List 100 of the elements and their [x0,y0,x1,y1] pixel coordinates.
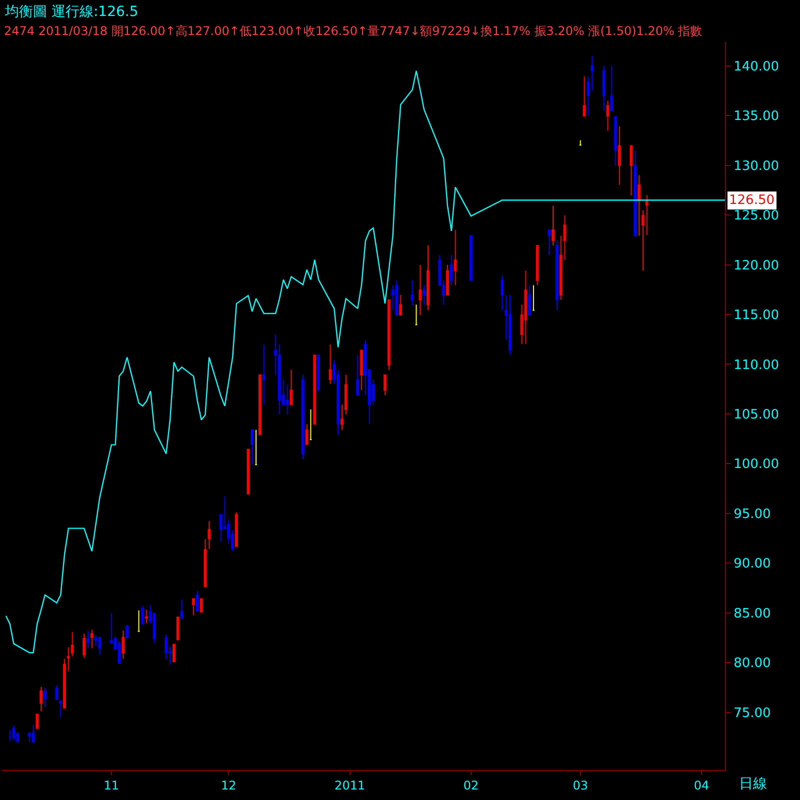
candlestick [614,116,618,166]
candlestick [262,344,266,406]
candlestick [414,304,418,326]
candlestick [176,616,180,642]
candlestick [500,275,504,311]
candlestick [645,194,648,236]
candlestick [606,100,610,132]
candlestick [578,140,582,146]
y-tick-label: 85.00 [734,606,771,622]
candlestick [204,538,207,588]
y-tick-label: 80.00 [734,656,771,672]
y-tick-label: 130.00 [734,158,780,174]
candlestick [328,344,332,384]
x-tick-label: 11 [104,778,120,792]
candlestick [446,264,449,296]
candlestick [196,590,199,612]
candlestick [528,284,532,316]
candlestick [641,210,644,272]
candlestick [450,254,453,286]
y-tick-label: 140.00 [734,59,780,74]
candlestick [59,700,62,718]
candlestick [40,686,43,712]
candlestick [563,214,566,260]
candlestick [172,644,176,662]
candlestick [630,145,633,196]
candlestick [32,724,35,743]
candlestick [426,244,430,311]
x-tick-label: 03 [572,778,588,792]
line-series [5,70,725,654]
candlestick [548,229,551,256]
y-tick-label: 135.00 [734,109,780,124]
candlestick [532,284,535,311]
candlestick [418,264,422,316]
candlestick [12,724,16,741]
candlestick [610,65,614,112]
candlestick [70,632,74,657]
candlestick [63,658,66,709]
y-tick-label: 95.00 [734,506,771,522]
candlestick [145,609,148,624]
candlestick [305,424,308,445]
candlestick [317,354,320,391]
candlestick [508,294,512,356]
candlestick [301,374,304,460]
y-tick-label: 125.00 [734,208,780,224]
candlestick [454,229,457,286]
candlestick [98,637,102,656]
candlestick [602,65,606,112]
candlestick [634,150,637,236]
candlestick [141,605,144,624]
candlestick [638,174,640,236]
y-tick-label: 90.00 [734,556,771,572]
candlestick [122,630,125,660]
x-tick-label: 02 [463,778,479,792]
candlestick [422,284,426,306]
chart-title: 均衡圖 運行線:126.5 [4,4,138,20]
candlestick [180,599,184,619]
y-tick-label: 105.00 [734,408,780,423]
candlestick [618,126,621,186]
candlestick [290,369,293,406]
candlestick [313,354,316,425]
candlestick [235,512,238,547]
candlestick [536,244,539,286]
candlestick [137,610,140,632]
candlestick [586,76,590,116]
candlestick [387,299,390,370]
candlestick [344,374,348,415]
candlestick [559,235,562,300]
x-tick-label: 12 [221,778,236,792]
candlestick [309,408,312,440]
candlestick [360,350,363,391]
candlestick [126,624,129,640]
y-tick-label: 120.00 [734,258,780,274]
candlestick [254,429,258,466]
candlestick [384,374,386,396]
candlestick [82,633,86,658]
candlestick [356,354,360,396]
text: 日線 [739,776,767,792]
chart-subtitle: 2474 2011/03/18 開126.00↑高127.00↑低123.00↑收126.50↑量7747↓額97229↓換1.17% 振3.20% 漲(1.50)1.20% 指數 [4,24,702,38]
x-tick-label: 2011 [334,778,366,792]
candlestick [250,429,254,466]
y-tick-label: 75.00 [734,706,771,721]
candlestick [86,630,90,649]
y-tick-label: 115.00 [734,308,780,324]
y-tick-label: 100.00 [734,457,780,472]
candlestick [590,56,594,92]
candlestick [582,76,586,116]
candlestick [524,270,528,345]
candlestick [200,598,203,612]
candlestick [470,235,472,281]
candlestick [340,404,344,430]
candlestick [399,294,402,316]
candlestick [36,714,39,729]
y-tick-label: 110.00 [734,358,780,373]
candlestick [555,240,558,311]
x-tick-label: 04 [694,778,710,792]
candlestick [44,688,46,708]
candlestick [66,646,70,672]
candlestick [192,598,195,616]
candlestick [8,730,12,742]
text: 126.50 [729,193,774,208]
